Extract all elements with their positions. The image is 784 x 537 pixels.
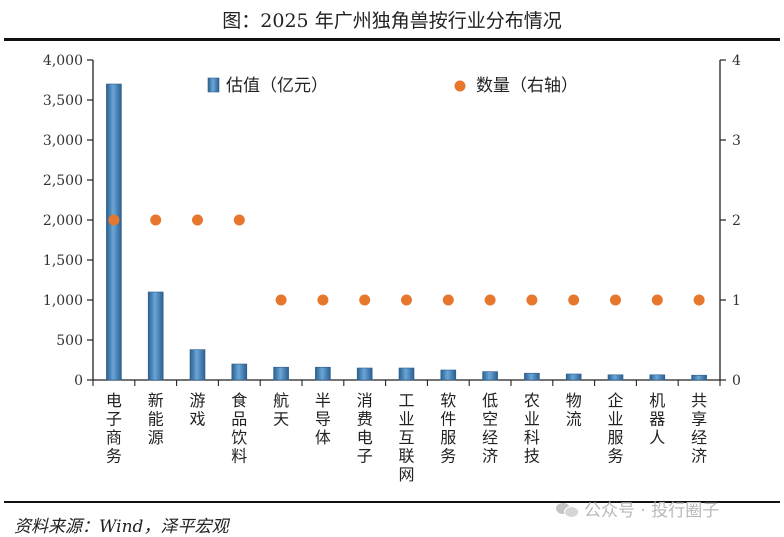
top-rule — [4, 38, 780, 41]
category-label: 半导体 — [315, 391, 331, 447]
dot-4 — [233, 214, 245, 226]
dot-14 — [651, 294, 663, 306]
chart-legend: 估值（亿元） 数量（右轴） — [207, 76, 578, 96]
dot-11 — [526, 294, 538, 306]
legend-bar-swatch — [207, 77, 220, 93]
source-note: 资料来源：Wind，泽平宏观 — [14, 517, 229, 537]
category-label: 物流 — [566, 391, 582, 429]
left-tick-label: 3,000 — [43, 133, 83, 149]
watermark-text: 公众号 · 投行圈子 — [584, 501, 720, 521]
chart: 0 500 1,000 1,500 2,000 2,500 3,000 3,500 4,000 0… — [43, 53, 741, 484]
bar-10 — [482, 371, 498, 381]
dot-2 — [150, 214, 162, 226]
right-tick-label: 0 — [732, 373, 741, 389]
category-label: 食品饮料 — [231, 391, 247, 466]
right-tick-label: 1 — [732, 293, 741, 309]
watermark: 公众号 · 投行圈子 — [556, 496, 719, 521]
dot-15 — [693, 294, 705, 306]
left-tick-label: 500 — [56, 333, 83, 349]
right-tick-label: 3 — [732, 133, 741, 149]
category-label: 电子商务 — [106, 391, 122, 466]
bar-2 — [147, 291, 164, 381]
bar-1 — [106, 83, 122, 381]
dot-6 — [317, 294, 329, 306]
bar-7 — [356, 367, 373, 381]
category-label: 企业服务 — [607, 391, 623, 466]
right-tick-label: 4 — [732, 53, 741, 69]
bar-5 — [273, 366, 289, 381]
left-tick-label: 3,500 — [43, 93, 83, 109]
left-tick-label: 0 — [74, 373, 83, 389]
bar-15 — [691, 374, 707, 381]
bar-6 — [315, 366, 331, 381]
bar-14 — [649, 374, 666, 381]
left-tick-label: 4,000 — [43, 53, 83, 69]
right-tick-label: 2 — [732, 213, 741, 229]
bar-8 — [398, 367, 415, 381]
category-label: 共享经济 — [691, 391, 707, 466]
chart-title: 图：2025 年广州独角兽按行业分布情况 — [222, 10, 562, 32]
bottom-rule — [4, 501, 780, 503]
chart-axes: 0 500 1,000 1,500 2,000 2,500 3,000 3,500 4,000 0… — [43, 53, 741, 484]
bar-12 — [565, 373, 582, 381]
category-label: 游戏 — [189, 391, 205, 429]
left-tick-label: 1,500 — [43, 253, 83, 269]
category-label: 软件服务 — [440, 391, 456, 466]
bar-13 — [607, 374, 624, 381]
dot-12 — [568, 294, 580, 306]
bar-series — [106, 83, 707, 381]
legend-dot-swatch — [454, 80, 466, 92]
bar-9 — [440, 369, 457, 381]
category-label: 新能源 — [148, 391, 164, 447]
category-label: 机器人 — [649, 391, 665, 447]
category-label: 航天 — [273, 391, 289, 429]
category-label: 消费电子 — [357, 391, 373, 466]
dot-13 — [610, 294, 621, 306]
left-tick-label: 2,000 — [43, 213, 83, 229]
wechat-icon — [556, 501, 579, 518]
legend-bar-label: 估值（亿元） — [226, 76, 328, 96]
bar-3 — [189, 349, 206, 381]
left-tick-label: 1,000 — [43, 293, 83, 309]
left-tick-label: 2,500 — [43, 173, 83, 189]
dot-9 — [442, 294, 454, 306]
category-label: 工业互联网 — [398, 391, 414, 484]
dot-3 — [192, 214, 203, 226]
dot-5 — [275, 294, 287, 306]
dot-10 — [484, 294, 496, 306]
dot-8 — [401, 294, 412, 306]
bar-4 — [231, 363, 248, 381]
bar-11 — [524, 372, 540, 381]
dot-7 — [359, 294, 371, 306]
category-label: 低空经济 — [482, 391, 498, 466]
dot-1 — [108, 214, 120, 226]
category-label: 农业科技 — [524, 391, 540, 466]
dot-series — [108, 214, 705, 306]
legend-dot-label: 数量（右轴） — [476, 76, 578, 96]
